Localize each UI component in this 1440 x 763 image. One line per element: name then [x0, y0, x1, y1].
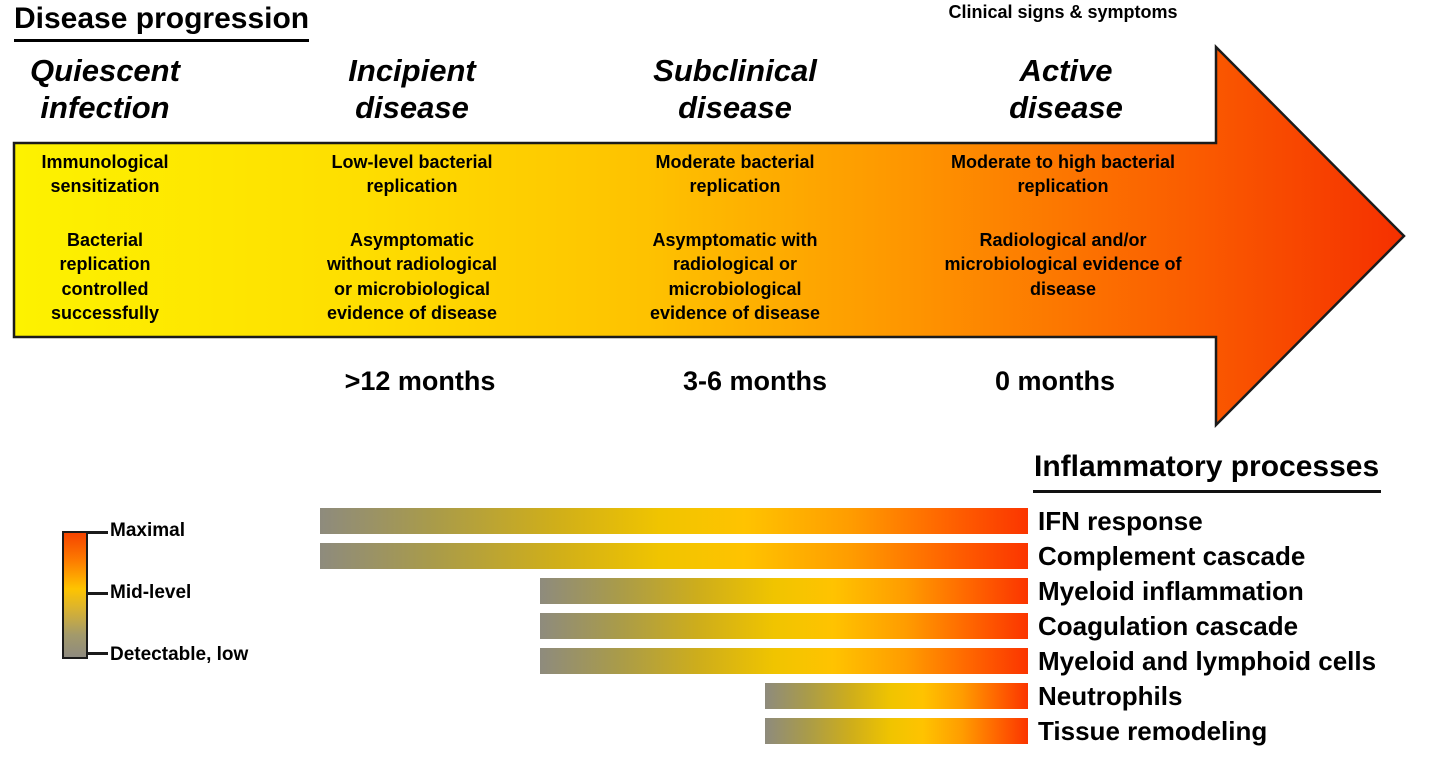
process-label: Complement cascade [1038, 541, 1306, 571]
stage-header-incipient: Incipient disease [348, 53, 476, 126]
process-row: Complement cascade [0, 543, 1440, 569]
process-label: Myeloid inflammation [1038, 576, 1304, 606]
process-row: Coagulation cascade [0, 613, 1440, 639]
stage-desc-subclinical-1: Moderate bacterial replication [655, 152, 815, 197]
process-row: Myeloid and lymphoid cells [0, 648, 1440, 674]
timeline-label-12-months: >12 months [344, 366, 496, 396]
process-label: Myeloid and lymphoid cells [1038, 646, 1377, 676]
figure-title: Disease progression [14, 2, 310, 42]
timeline-label-0-months: 0 months [994, 366, 1115, 396]
stage-desc-incipient-2: Asymptomatic without radiological or mic… [326, 230, 498, 323]
intensity-legend-gradient-bar [62, 531, 88, 659]
process-row: Neutrophils [0, 683, 1440, 709]
process-label: Tissue remodeling [1038, 716, 1268, 746]
process-row: IFN response [0, 508, 1440, 534]
stage-desc-active-3: Radiological and/or microbiological evid… [944, 230, 1182, 299]
process-bar-coagulation-cascade [540, 613, 1028, 639]
stage-desc-incipient-1: Low-level bacterial replication [331, 152, 493, 197]
stage-desc-active-1: Moderate to high bacterial replication [950, 152, 1176, 197]
process-bar-neutrophils [765, 683, 1028, 709]
stage-desc-quiescent-1: Immunological sensitization [41, 152, 169, 197]
stage-header-subclinical: Subclinical disease [653, 53, 817, 126]
stage-desc-subclinical-2: Asymptomatic with radiological or microb… [649, 230, 821, 323]
stage-header-quiescent: Quiescent infection [30, 53, 180, 126]
timeline-label-3-6-months: 3-6 months [682, 366, 828, 396]
legend-label-maximal: Maximal [110, 520, 185, 541]
process-bar-myeloid-inflammation [540, 578, 1028, 604]
process-label: Neutrophils [1038, 681, 1183, 711]
legend-label-detectable-low: Detectable, low [110, 644, 249, 665]
process-bar-complement-cascade [320, 543, 1028, 569]
legend-label-mid-level: Mid-level [110, 582, 192, 603]
arrow-shape [12, 43, 1406, 429]
process-row: Myeloid inflammation [0, 578, 1440, 604]
process-row: Tissue remodeling [0, 718, 1440, 744]
stage-desc-active-2: Clinical signs & symptoms [948, 2, 1178, 22]
process-bar-myeloid-lymphoid-cells [540, 648, 1028, 674]
legend-tick-detectable-low [86, 652, 108, 655]
stage-header-active: Active disease [1009, 53, 1123, 126]
stage-desc-quiescent-2: Bacterial replication controlled success… [50, 230, 160, 323]
legend-tick-maximal [86, 531, 108, 534]
legend-tick-mid-level [86, 592, 108, 595]
inflammatory-processes-title: Inflammatory processes [1033, 450, 1382, 493]
process-label: IFN response [1038, 506, 1203, 536]
process-bar-tissue-remodeling [765, 718, 1028, 744]
process-label: Coagulation cascade [1038, 611, 1299, 641]
process-bar-ifn-response [320, 508, 1028, 534]
